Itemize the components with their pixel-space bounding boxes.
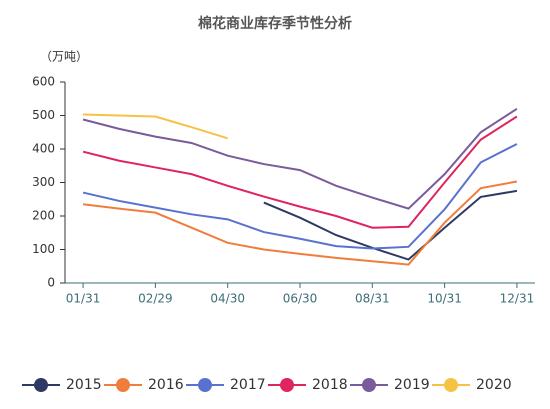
- legend-swatch: [116, 378, 130, 392]
- legend-label: 2019: [394, 377, 430, 393]
- y-tick-label: 400: [32, 142, 55, 156]
- y-tick-label: 300: [32, 175, 55, 189]
- y-tick-label: 500: [32, 108, 55, 122]
- legend-label: 2017: [230, 377, 266, 393]
- legend-swatch: [198, 378, 212, 392]
- chart-title: 棉花商业库存季节性分析: [198, 15, 352, 32]
- x-tick-label: 06/30: [283, 292, 318, 306]
- x-tick-label: 04/30: [210, 292, 245, 306]
- legend-label: 2016: [148, 377, 184, 393]
- legend-label: 2018: [312, 377, 348, 393]
- series-line: [83, 113, 228, 140]
- legend-swatch: [280, 378, 294, 392]
- y-tick-label: 0: [47, 276, 55, 290]
- series-line: [263, 189, 518, 261]
- series-line: [82, 107, 518, 210]
- x-tick-label: 02/29: [138, 292, 173, 306]
- legend-swatch: [362, 378, 376, 392]
- series-line: [82, 115, 518, 229]
- legend-swatch: [34, 378, 48, 392]
- x-tick-label: 08/31: [355, 292, 390, 306]
- legend-swatch: [444, 378, 458, 392]
- legend-label: 2020: [476, 377, 512, 393]
- y-tick-label: 200: [32, 209, 55, 223]
- x-tick-label: 12/31: [500, 292, 535, 306]
- y-tick-label: 600: [32, 75, 55, 89]
- y-tick-label: 100: [32, 242, 55, 256]
- x-tick-label: 10/31: [427, 292, 462, 306]
- legend-label: 2015: [66, 377, 102, 393]
- x-tick-label: 01/31: [66, 292, 101, 306]
- series-line: [82, 180, 518, 266]
- series-line: [82, 143, 518, 250]
- y-axis-label: （万吨）: [40, 50, 88, 64]
